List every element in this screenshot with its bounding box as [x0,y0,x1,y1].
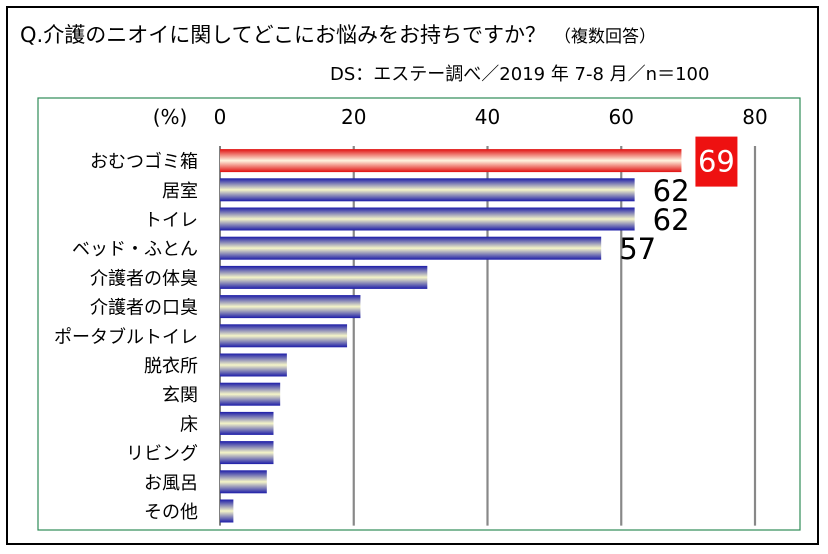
bar-4 [220,265,428,289]
category-label-12: その他 [144,502,198,523]
chart-title: Q.介護のニオイに関してどこにお悩みをお持ちですか？ （複数回答） [20,19,656,49]
category-label-3: ベッド・ふとん [72,239,198,260]
chart-source: DS：エステー調べ／2019 年 7-8 月／n＝100 [330,64,710,85]
x-tick-labels: 0 20 40 60 80 [214,105,768,129]
category-label-8: 玄関 [162,385,198,406]
category-label-7: 脱衣所 [144,356,198,377]
data-label-0: 69 [698,145,735,179]
bar-8 [220,382,281,406]
bar-10 [220,441,274,465]
chart-subtitle: （複数回答） [553,27,656,47]
bar-7 [220,353,287,377]
category-label-4: 介護者の体臭 [90,268,198,289]
plot-area [37,97,801,531]
bar-6 [220,324,348,348]
bars [220,149,682,523]
x-tick-20: 20 [341,105,366,129]
x-tick-0: 0 [214,105,227,129]
bar-9 [220,411,274,435]
title-text: Q.介護のニオイに関してどこにお悩みをお持ちですか？ [20,23,546,47]
category-label-0: おむつゴミ箱 [90,152,198,173]
bar-1 [220,178,635,202]
category-label-6: ポータブルトイレ [54,326,198,348]
category-label-9: 床 [180,414,198,435]
category-label-5: 介護者の口臭 [90,298,198,319]
category-label-11: お風呂 [144,473,198,494]
y-axis-unit-label: (%) [153,105,188,129]
highlight-label-bg [695,136,738,187]
data-label-2: 62 [653,203,690,237]
bar-11 [220,470,267,494]
bar-5 [220,295,361,319]
bar-3 [220,236,602,260]
bar-12 [220,499,234,523]
category-label-2: トイレ [144,210,198,231]
category-labels: おむつゴミ箱居室トイレベッド・ふとん介護者の体臭介護者の口臭ポータブルトイレ脱衣… [54,152,198,523]
bar-2 [220,207,635,231]
data-label-3: 57 [619,232,656,266]
chart-frame [6,6,819,545]
x-tick-60: 60 [609,105,634,129]
x-tick-40: 40 [475,105,500,129]
data-label-1: 62 [653,174,690,208]
bar-0 [220,149,682,173]
category-label-1: 居室 [162,181,198,202]
x-tick-80: 80 [742,105,767,129]
category-label-10: リビング [126,444,198,465]
